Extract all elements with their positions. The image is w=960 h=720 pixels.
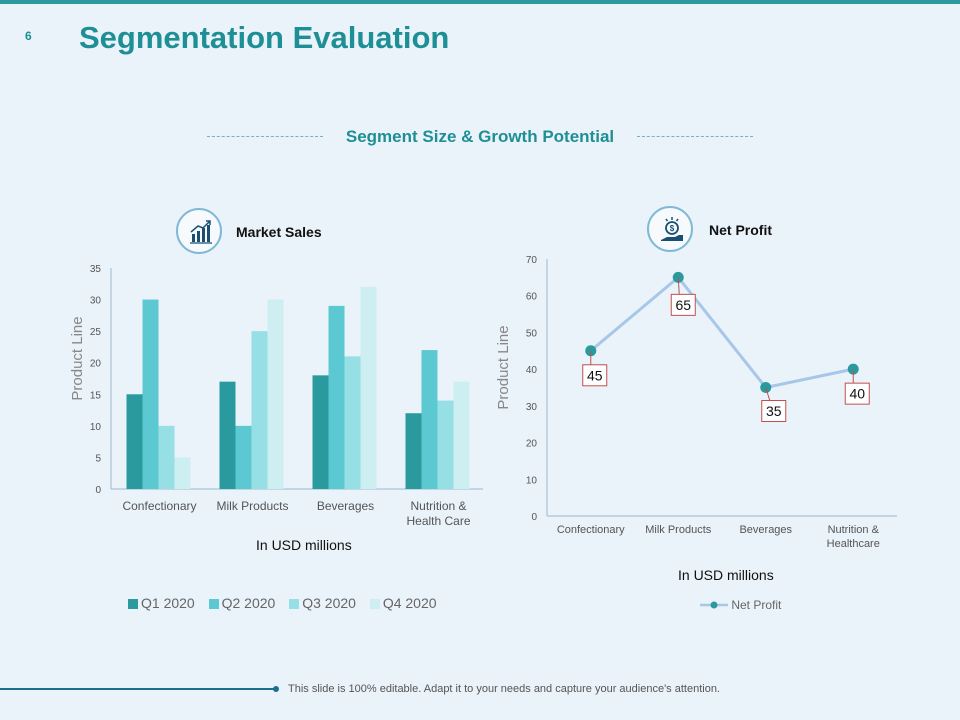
line-y-tick-label: 40 (526, 365, 538, 376)
line-category-label: Milk Products (645, 524, 712, 536)
bar-beverages-q2-2020 (328, 305, 345, 489)
slide-title: Segmentation Evaluation (79, 20, 450, 55)
bar-y-tick-label: 0 (95, 485, 101, 496)
market-sales-title: Market Sales (236, 224, 322, 240)
line-y-tick-label: 20 (526, 439, 538, 450)
bar-y-tick-label: 25 (90, 327, 102, 338)
line-y-axis-label: Product Line (495, 325, 512, 409)
data-label-box (844, 382, 870, 405)
bar-y-tick-label: 35 (90, 264, 102, 275)
legend-label-q1: Q1 2020 (141, 595, 195, 611)
line-chart-x-axis-label: In USD millions (678, 567, 774, 583)
data-label-nutrition-healthcare: 40 (849, 386, 865, 402)
top-accent-rule (0, 0, 960, 4)
bar-beverages-q3-2020 (344, 356, 361, 489)
legend-swatch-q2 (208, 599, 219, 609)
line-category-label: Confectionary (557, 524, 625, 536)
legend-label-q4: Q4 2020 (382, 595, 437, 611)
bar-category-label: Milk Products (216, 499, 288, 513)
bar-nutrition-health-care-q2-2020 (421, 350, 438, 489)
legend-item-q1: Q1 2020 (128, 595, 195, 611)
money-hand-icon: $ (647, 206, 693, 252)
bar-category-label: Nutrition & Health Care (406, 499, 470, 528)
line-y-tick-label: 70 (526, 255, 538, 266)
legend-swatch-q1 (128, 599, 138, 609)
svg-text:$: $ (670, 224, 675, 233)
bar-confectionary-q2-2020 (142, 299, 159, 489)
bar-category-label: Confectionary (122, 499, 196, 513)
net-profit-title: Net Profit (709, 222, 772, 238)
line-chart-legend: Net Profit (700, 598, 781, 612)
data-label-leader (677, 277, 680, 295)
bar-nutrition-health-care-q4-2020 (453, 381, 470, 489)
data-label-box (582, 364, 608, 387)
bar-confectionary-q1-2020 (126, 394, 143, 489)
bar-y-axis-label: Product Line (69, 316, 86, 400)
bar-nutrition-health-care-q1-2020 (405, 413, 422, 489)
footer-note: This slide is 100% editable. Adapt it to… (288, 683, 720, 695)
data-label-confectionary: 45 (587, 367, 603, 383)
line-y-tick-label: 50 (526, 328, 538, 339)
line-y-tick-label: 60 (526, 292, 538, 303)
bar-milk-products-q1-2020 (219, 381, 236, 489)
legend-line-swatch (700, 601, 728, 609)
bar-milk-products-q2-2020 (235, 425, 252, 489)
footer-dot (273, 686, 279, 692)
legend-label-net-profit: Net Profit (731, 598, 782, 612)
line-y-tick-label: 30 (526, 402, 538, 413)
legend-label-q3: Q3 2020 (302, 595, 356, 611)
bar-y-tick-label: 5 (95, 453, 101, 464)
bar-confectionary-q4-2020 (174, 457, 191, 489)
slide-number: 6 (25, 29, 32, 43)
bar-category-label: Beverages (317, 499, 374, 513)
legend-label-q2: Q2 2020 (221, 595, 276, 611)
bar-beverages-q1-2020 (312, 375, 329, 489)
legend-swatch-q4 (369, 599, 380, 609)
legend-item-q4: Q4 2020 (369, 595, 437, 611)
subtitle-rule-left (207, 136, 323, 137)
line-y-tick-label: 10 (526, 475, 538, 486)
bar-y-tick-label: 20 (90, 359, 102, 370)
line-category-label: Beverages (739, 524, 792, 536)
bar-chart-legend: Q1 2020 Q2 2020 Q3 2020 Q4 2020 (128, 595, 447, 611)
bar-beverages-q4-2020 (360, 286, 377, 489)
footer-rule (0, 688, 276, 690)
line-y-tick-label: 0 (531, 512, 537, 523)
legend-item-q2: Q2 2020 (208, 595, 276, 611)
legend-item-q3: Q3 2020 (289, 595, 356, 611)
data-label-milk-products: 65 (675, 297, 691, 313)
data-label-box (670, 293, 696, 316)
net-profit-series-line (589, 275, 854, 390)
line-category-label: Nutrition & Healthcare (827, 524, 880, 550)
data-label-beverages: 35 (766, 403, 782, 419)
bar-y-tick-label: 30 (90, 296, 102, 307)
section-subtitle: Segment Size & Growth Potential (345, 127, 615, 146)
bar-confectionary-q3-2020 (158, 425, 175, 489)
bar-milk-products-q3-2020 (251, 331, 268, 489)
data-label-box (761, 400, 787, 422)
bar-y-tick-label: 15 (90, 390, 102, 401)
bar-milk-products-q4-2020 (267, 299, 284, 489)
growth-chart-icon (176, 208, 222, 254)
subtitle-rule-right (637, 136, 753, 137)
bar-chart-x-axis-label: In USD millions (256, 537, 352, 553)
bar-nutrition-health-care-q3-2020 (437, 400, 454, 489)
legend-swatch-q3 (289, 599, 300, 609)
bar-y-tick-label: 10 (90, 422, 102, 433)
data-label-leader (765, 387, 771, 401)
